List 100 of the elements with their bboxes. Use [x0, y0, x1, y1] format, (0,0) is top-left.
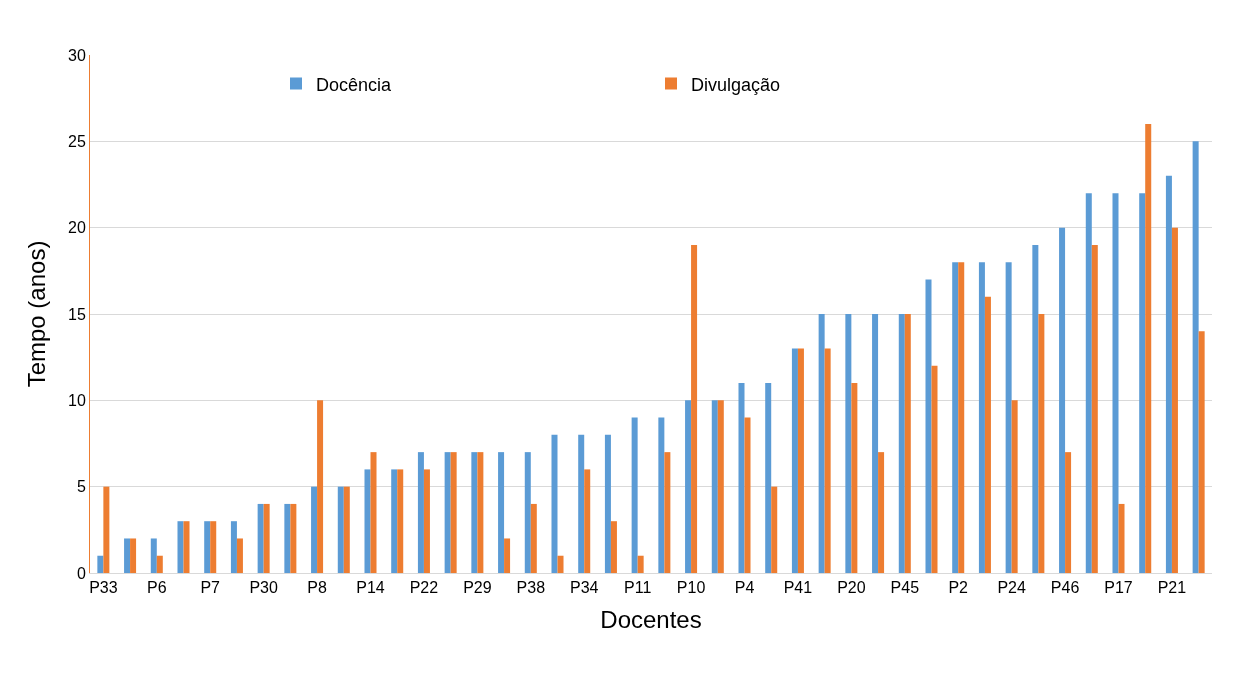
x-tick-label: P14 — [356, 579, 385, 597]
x-tick-label: P2 — [948, 579, 969, 597]
x-tick-label: P20 — [837, 579, 866, 597]
bar — [284, 503, 291, 573]
bar — [664, 452, 671, 573]
bar — [904, 314, 911, 573]
x-tick-label: P45 — [890, 579, 920, 597]
bar — [1118, 503, 1125, 573]
x-tick-label: P38 — [516, 579, 546, 597]
bar — [477, 452, 484, 573]
bar — [1192, 141, 1199, 573]
bar — [1091, 244, 1098, 573]
bar — [1011, 400, 1018, 573]
bar — [872, 314, 879, 573]
bar — [370, 452, 377, 573]
bar — [504, 538, 511, 573]
x-tick-label: P29 — [463, 579, 492, 597]
bar — [177, 521, 184, 573]
x-tick-label: P7 — [200, 579, 221, 597]
y-tick-label: 0 — [76, 564, 86, 582]
bar — [236, 538, 243, 573]
y-tick-label: 15 — [68, 305, 86, 323]
bar — [337, 486, 344, 573]
y-tick-label: 10 — [68, 391, 86, 409]
bar — [1005, 262, 1012, 573]
bar — [738, 383, 745, 573]
bar — [797, 348, 804, 573]
bar — [471, 452, 478, 573]
y-tick-label: 5 — [76, 478, 86, 496]
bar — [444, 452, 451, 573]
bar — [524, 452, 531, 573]
bar — [417, 452, 424, 573]
y-tick-label: 30 — [68, 46, 86, 64]
bar — [1059, 227, 1066, 573]
bar — [765, 383, 772, 573]
bar — [658, 417, 665, 573]
bar — [952, 262, 959, 573]
bar — [1032, 244, 1039, 573]
bar — [1112, 193, 1119, 573]
bar — [391, 469, 398, 573]
x-tick-label: P46 — [1050, 579, 1080, 597]
x-tick-label: P8 — [307, 579, 327, 597]
bar — [97, 555, 104, 573]
bar — [364, 469, 371, 573]
x-tick-label: P21 — [1157, 579, 1187, 597]
bar — [343, 486, 350, 573]
x-tick-label: P24 — [997, 579, 1026, 597]
bar — [771, 486, 778, 573]
bar — [824, 348, 831, 573]
x-tick-label: P30 — [249, 579, 278, 597]
bar — [498, 452, 505, 573]
bar — [584, 469, 591, 573]
bar — [925, 279, 932, 573]
bar — [691, 244, 698, 573]
x-tick-label: P11 — [624, 579, 652, 597]
bar — [551, 434, 558, 573]
bar — [637, 555, 644, 573]
bar — [1038, 314, 1045, 573]
bar — [685, 400, 692, 573]
bar — [124, 538, 131, 573]
bar — [1065, 452, 1072, 573]
bar — [1165, 175, 1172, 573]
x-tick-label: P10 — [676, 579, 706, 597]
bar — [450, 452, 457, 573]
bar — [230, 521, 237, 573]
bar — [604, 434, 611, 573]
bar — [130, 538, 137, 573]
bar — [557, 555, 564, 573]
bar — [150, 538, 157, 573]
bar — [530, 503, 537, 573]
bar — [851, 383, 858, 573]
bar — [878, 452, 885, 573]
bar — [423, 469, 430, 573]
x-tick-label: P6 — [147, 579, 167, 597]
bar — [898, 314, 905, 573]
bar — [631, 417, 638, 573]
bar — [1198, 331, 1205, 573]
bar — [791, 348, 798, 573]
bar — [1139, 193, 1146, 573]
bar — [317, 400, 324, 573]
x-tick-label: P22 — [409, 579, 439, 597]
bar — [204, 521, 211, 573]
bar — [717, 400, 724, 573]
bar — [958, 262, 965, 573]
bar — [1085, 193, 1092, 573]
bar — [711, 400, 718, 573]
bar — [978, 262, 985, 573]
bar — [931, 365, 938, 573]
bar — [1171, 227, 1178, 573]
bar — [290, 503, 297, 573]
bar — [257, 503, 264, 573]
bar — [610, 521, 617, 573]
legend-label: Divulgação — [691, 74, 781, 95]
x-tick-label: P17 — [1104, 579, 1133, 597]
y-tick-label: 25 — [68, 132, 86, 150]
bar — [103, 486, 110, 573]
y-axis-title: Tempo (anos) — [23, 240, 51, 388]
bar — [156, 555, 163, 573]
bar — [845, 314, 852, 573]
bar — [578, 434, 585, 573]
